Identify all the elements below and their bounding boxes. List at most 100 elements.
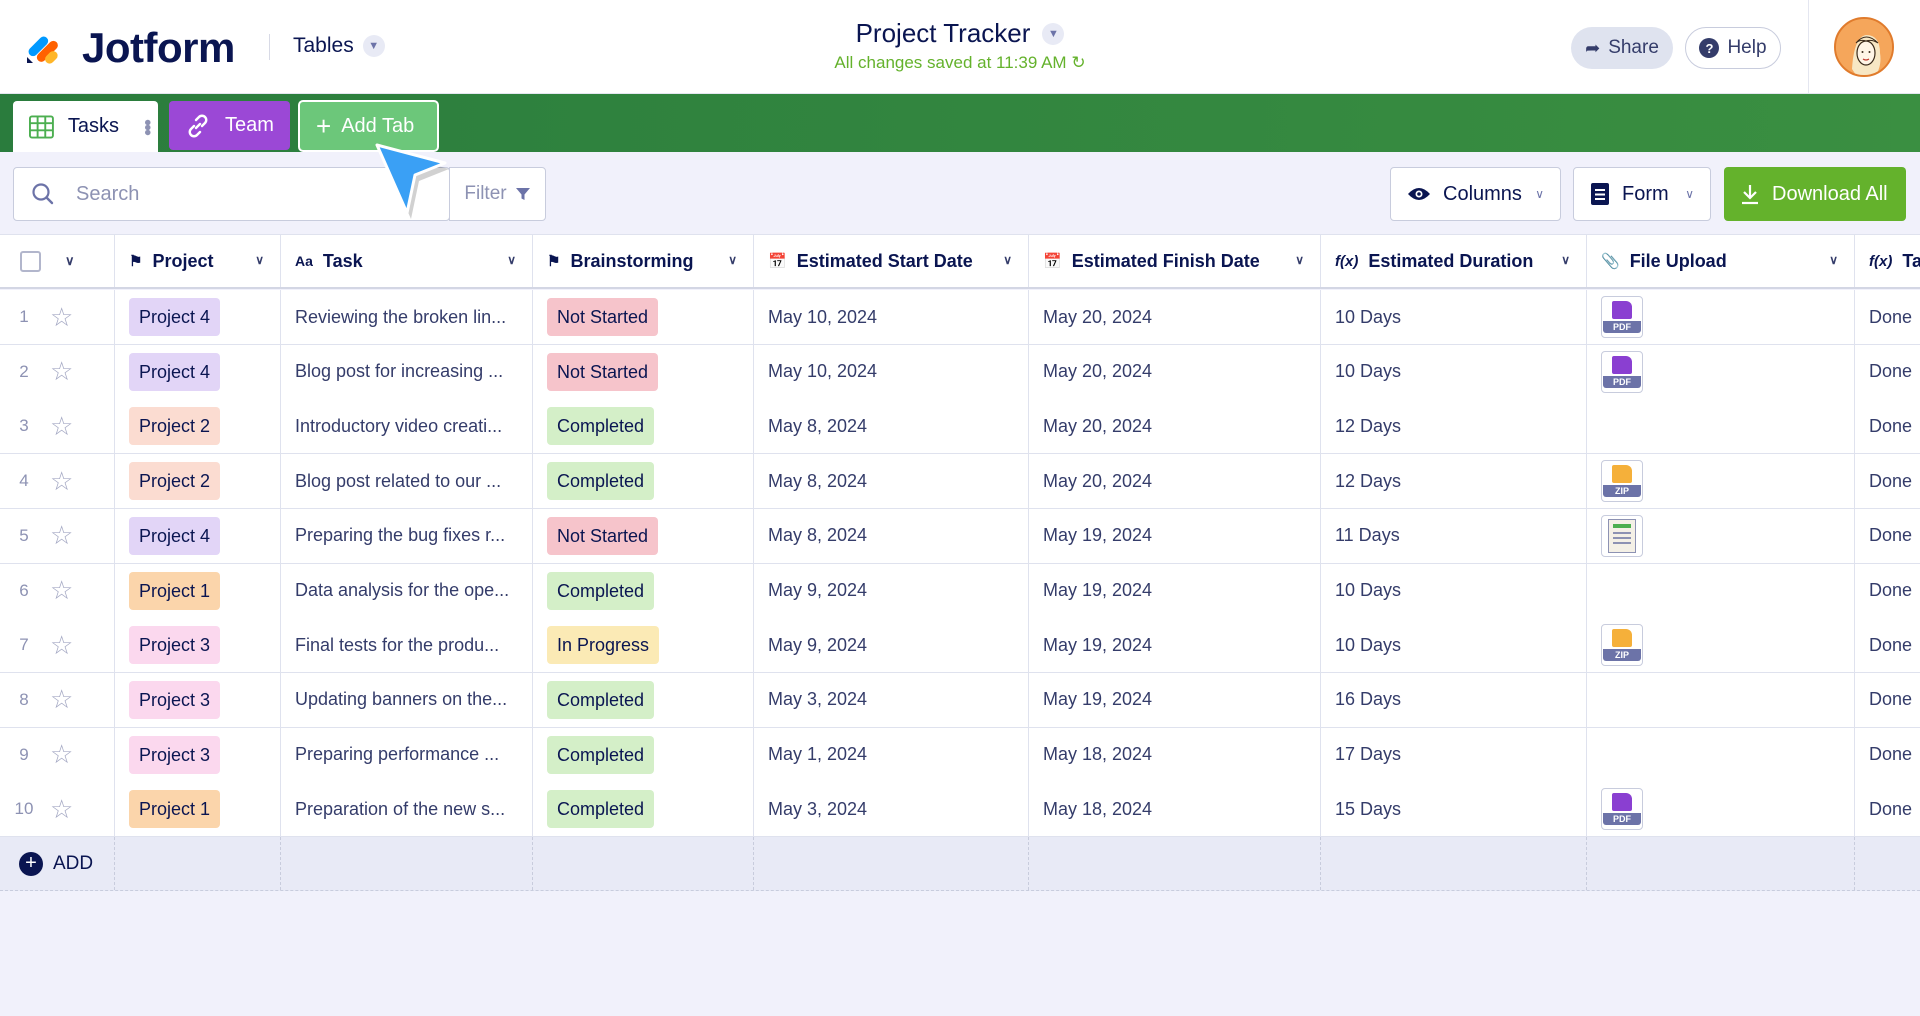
help-button[interactable]: ? Help [1685,27,1781,69]
star-icon[interactable]: ☆ [50,739,74,770]
row-index-cell[interactable]: 2 ☆ [0,344,115,399]
table-row[interactable]: 2 ☆ Project 4 Blog post for increasing ... N… [0,344,1920,400]
task-cell[interactable]: Preparing performance ... [281,727,533,782]
star-icon[interactable]: ☆ [50,301,74,332]
table-row[interactable]: 8 ☆ Project 3 Updating banners on the... Com… [0,672,1920,728]
finish-date-cell[interactable]: May 18, 2024 [1029,782,1321,837]
start-date-cell[interactable]: May 3, 2024 [754,782,1029,837]
row-index-cell[interactable]: 9 ☆ [0,727,115,782]
extra-cell[interactable]: Done [1855,564,1920,618]
finish-date-cell[interactable]: May 20, 2024 [1029,399,1321,454]
duration-cell[interactable]: 17 Days [1321,727,1587,782]
star-icon[interactable]: ☆ [50,465,74,496]
brainstorming-cell[interactable]: Completed [533,399,754,454]
columns-button[interactable]: Columns ∨ [1390,167,1561,221]
jotform-logo[interactable]: Jotform [24,24,235,72]
project-cell[interactable]: Project 2 [115,399,281,454]
task-cell[interactable]: Introductory video creati... [281,399,533,454]
project-cell[interactable]: Project 3 [115,618,281,673]
pdf-file-icon[interactable]: PDF [1601,296,1643,338]
project-cell[interactable]: Project 4 [115,290,281,344]
finish-date-cell[interactable]: May 20, 2024 [1029,344,1321,399]
finish-date-cell[interactable]: May 18, 2024 [1029,727,1321,782]
project-cell[interactable]: Project 3 [115,672,281,727]
finish-date-cell[interactable]: May 19, 2024 [1029,563,1321,618]
search-input[interactable]: Search [13,167,450,221]
duration-cell[interactable]: 10 Days [1321,618,1587,673]
brainstorming-cell[interactable]: Completed [533,454,754,509]
column-header-project[interactable]: ⚑ Project ∨ [115,235,281,287]
star-icon[interactable]: ☆ [50,410,74,441]
task-cell[interactable]: Data analysis for the ope... [281,563,533,618]
duration-cell[interactable]: 10 Days [1321,290,1587,344]
file-upload-cell[interactable]: PDF [1587,290,1855,344]
tables-dropdown[interactable]: Tables ▼ [293,34,385,58]
file-upload-cell[interactable] [1587,508,1855,563]
filter-button[interactable]: Filter [449,167,546,221]
image-file-icon[interactable] [1601,514,1643,557]
duration-cell[interactable]: 12 Days [1321,399,1587,454]
star-icon[interactable]: ☆ [50,356,74,387]
task-cell[interactable]: Reviewing the broken lin... [281,290,533,344]
start-date-cell[interactable]: May 9, 2024 [754,563,1029,618]
file-upload-cell[interactable] [1587,399,1855,454]
extra-cell[interactable]: Done [1855,782,1920,836]
column-header-duration[interactable]: f(x) Estimated Duration ∨ [1321,235,1587,287]
select-all-checkbox[interactable] [20,250,41,272]
file-upload-cell[interactable]: ZIP [1587,454,1855,509]
extra-cell[interactable]: Done [1855,673,1920,727]
task-cell[interactable]: Preparing the bug fixes r... [281,508,533,563]
brainstorming-cell[interactable]: Not Started [533,290,754,344]
column-header-start-date[interactable]: 📅 Estimated Start Date ∨ [754,235,1029,287]
extra-cell[interactable]: Done [1855,345,1920,399]
extra-cell[interactable]: Done [1855,454,1920,508]
project-cell[interactable]: Project 1 [115,782,281,837]
row-index-cell[interactable]: 3 ☆ [0,399,115,454]
duration-cell[interactable]: 10 Days [1321,344,1587,399]
tab-team[interactable]: Team [169,101,290,150]
tab-menu-icon[interactable]: ••• [136,118,158,134]
column-header-file-upload[interactable]: 📎 File Upload ∨ [1587,235,1855,287]
add-tab-button[interactable]: + Add Tab [298,100,439,152]
table-row[interactable]: 7 ☆ Project 3 Final tests for the produ... I… [0,618,1920,674]
star-icon[interactable]: ☆ [50,629,74,660]
star-icon[interactable]: ☆ [50,520,74,551]
zip-file-icon[interactable]: ZIP [1601,460,1643,503]
start-date-cell[interactable]: May 8, 2024 [754,508,1029,563]
column-header-task[interactable]: Aa Task ∨ [281,235,533,287]
task-cell[interactable]: Blog post for increasing ... [281,344,533,399]
finish-date-cell[interactable]: May 20, 2024 [1029,290,1321,344]
project-cell[interactable]: Project 4 [115,344,281,399]
duration-cell[interactable]: 10 Days [1321,563,1587,618]
start-date-cell[interactable]: May 1, 2024 [754,727,1029,782]
share-button[interactable]: ➦ Share [1571,27,1673,69]
column-header-extra[interactable]: f(x) Ta [1869,250,1920,271]
row-index-cell[interactable]: 8 ☆ [0,672,115,727]
start-date-cell[interactable]: May 10, 2024 [754,290,1029,344]
star-icon[interactable]: ☆ [50,575,74,605]
table-row[interactable]: 10 ☆ Project 1 Preparation of the new s... C… [0,782,1920,838]
project-cell[interactable]: Project 2 [115,454,281,509]
row-index-cell[interactable]: 4 ☆ [0,454,115,509]
chevron-down-icon[interactable]: ∨ [65,253,75,268]
file-upload-cell[interactable]: PDF [1587,782,1855,837]
file-upload-cell[interactable]: PDF [1587,344,1855,399]
extra-cell[interactable]: Done [1855,728,1920,782]
project-cell[interactable]: Project 1 [115,563,281,618]
finish-date-cell[interactable]: May 19, 2024 [1029,672,1321,727]
table-row[interactable]: 4 ☆ Project 2 Blog post related to our ... C… [0,454,1920,510]
brainstorming-cell[interactable]: Completed [533,672,754,727]
row-index-cell[interactable]: 1 ☆ [0,290,115,344]
brainstorming-cell[interactable]: Not Started [533,344,754,399]
table-row[interactable]: 3 ☆ Project 2 Introductory video creati... C… [0,399,1920,455]
pdf-file-icon[interactable]: PDF [1601,350,1643,393]
finish-date-cell[interactable]: May 20, 2024 [1029,454,1321,509]
duration-cell[interactable]: 16 Days [1321,672,1587,727]
avatar[interactable] [1834,17,1894,77]
row-index-cell[interactable]: 7 ☆ [0,618,115,673]
task-cell[interactable]: Preparation of the new s... [281,782,533,837]
star-icon[interactable]: ☆ [50,684,74,715]
row-index-cell[interactable]: 10 ☆ [0,782,115,837]
project-cell[interactable]: Project 3 [115,727,281,782]
tab-tasks[interactable]: Tasks ••• [13,101,158,152]
